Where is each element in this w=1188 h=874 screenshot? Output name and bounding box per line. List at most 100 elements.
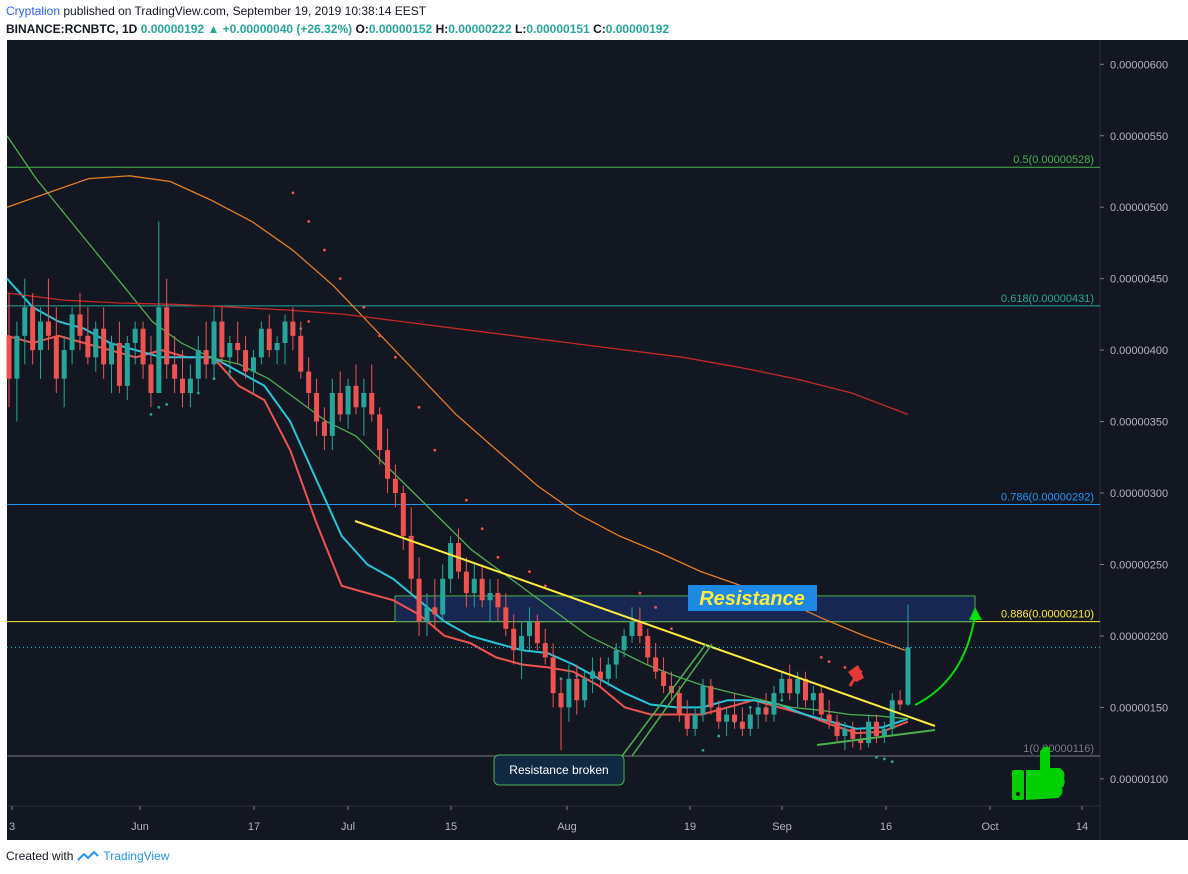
candle-67 xyxy=(534,614,540,651)
candle-body-28 xyxy=(227,342,233,358)
candle-91 xyxy=(724,707,730,736)
candle-88 xyxy=(700,678,706,722)
y-tick-label-5: 0.00000350 xyxy=(1110,417,1168,429)
psar-dot-14 xyxy=(323,248,326,252)
candle-body-27 xyxy=(219,321,225,358)
candle-body-113 xyxy=(897,700,903,705)
candle-body-112 xyxy=(889,700,895,729)
candle-54 xyxy=(432,578,438,629)
candle-body-104 xyxy=(826,714,832,722)
psar-dot-43 xyxy=(875,756,878,759)
callout-pointer-b xyxy=(631,643,713,757)
candle-body-55 xyxy=(440,578,446,615)
candle-body-78 xyxy=(621,635,627,651)
ma-line-sma-200 xyxy=(6,292,909,416)
candle-46 xyxy=(369,364,375,422)
candle-body-105 xyxy=(834,721,840,736)
candle-52 xyxy=(416,557,422,636)
candle-97 xyxy=(771,685,777,722)
resistance-broken-label: Resistance broken xyxy=(509,763,608,777)
gavel-icon xyxy=(848,665,864,682)
candle-body-42 xyxy=(337,392,343,415)
candle-body-47 xyxy=(377,414,383,451)
candle-111 xyxy=(881,721,887,744)
candle-body-76 xyxy=(605,664,611,679)
candle-106 xyxy=(842,721,848,751)
candle-36 xyxy=(290,307,296,351)
candle-body-64 xyxy=(511,628,517,651)
tradingview-brand[interactable]: TradingView xyxy=(103,849,170,863)
x-tick-label-2: 17 xyxy=(248,821,260,833)
psar-dot-30 xyxy=(654,605,658,609)
callout-pointer-a xyxy=(621,643,707,757)
candle-62 xyxy=(495,578,501,622)
candle-83 xyxy=(661,657,667,694)
candle-body-36 xyxy=(290,321,296,336)
candle-body-16 xyxy=(132,328,138,343)
resistance-label-bg xyxy=(688,585,817,611)
candle-body-66 xyxy=(526,621,532,636)
psar-dot-31 xyxy=(670,627,673,631)
candle-body-9 xyxy=(77,314,83,336)
candle-body-67 xyxy=(534,621,540,644)
psar-dot-12 xyxy=(291,191,295,195)
candle-71 xyxy=(566,664,572,722)
candle-105 xyxy=(834,714,840,744)
candle-body-11 xyxy=(93,328,99,358)
candle-body-2 xyxy=(22,307,28,336)
tradingview-logo-icon xyxy=(77,850,100,861)
candle-65 xyxy=(519,621,525,679)
psar-dot-18 xyxy=(394,355,397,359)
candle-body-102 xyxy=(810,693,816,701)
candle-25 xyxy=(203,321,209,379)
candle-body-108 xyxy=(858,738,864,744)
candle-109 xyxy=(866,714,872,748)
psar-dot-16 xyxy=(362,305,366,309)
candle-body-52 xyxy=(416,578,422,622)
psar-dot-32 xyxy=(701,748,705,752)
candle-0 xyxy=(6,292,12,408)
candle-10 xyxy=(85,307,91,365)
candle-94 xyxy=(747,707,753,736)
candle-body-61 xyxy=(487,593,493,601)
candle-body-96 xyxy=(763,707,769,715)
candle-53 xyxy=(424,593,430,636)
created-with-text: Created with xyxy=(6,849,74,863)
candle-body-6 xyxy=(53,335,59,379)
candle-81 xyxy=(645,628,651,665)
price-chart[interactable]: 0.00000600 0.00000550 0.00000500 0.00000450… xyxy=(0,40,1188,840)
psar-dot-19 xyxy=(417,405,421,409)
candle-body-12 xyxy=(101,328,107,365)
author-link[interactable]: Cryptalion xyxy=(6,4,61,18)
candle-35 xyxy=(282,314,288,365)
candle-body-94 xyxy=(747,714,753,729)
x-tick-label-9: Oct xyxy=(981,821,998,833)
candle-45 xyxy=(361,378,367,436)
candle-90 xyxy=(716,700,722,729)
candle-body-99 xyxy=(787,678,793,694)
candle-3 xyxy=(30,292,36,365)
candle-body-97 xyxy=(771,693,777,715)
candle-79 xyxy=(629,607,635,644)
candle-body-58 xyxy=(463,571,469,594)
candle-body-74 xyxy=(590,671,596,679)
candle-body-13 xyxy=(109,342,115,365)
candle-4 xyxy=(38,307,44,379)
candle-body-43 xyxy=(345,385,351,415)
candle-14 xyxy=(116,321,122,393)
psar-dot-20 xyxy=(433,448,437,452)
candle-18 xyxy=(148,335,154,408)
candle-75 xyxy=(597,657,603,686)
candle-23 xyxy=(187,364,193,408)
candle-body-8 xyxy=(69,314,75,351)
candle-body-91 xyxy=(724,714,730,722)
footer: Created with TradingView xyxy=(6,849,169,863)
candle-body-86 xyxy=(684,714,690,729)
y-tick-label-2: 0.00000500 xyxy=(1110,202,1168,214)
y-tick-label-8: 0.00000200 xyxy=(1110,631,1168,643)
candle-body-24 xyxy=(195,350,201,379)
candle-22 xyxy=(179,350,185,408)
candle-body-80 xyxy=(637,621,643,636)
published-text: published on TradingView.com, September … xyxy=(63,4,427,18)
candle-76 xyxy=(605,657,611,686)
